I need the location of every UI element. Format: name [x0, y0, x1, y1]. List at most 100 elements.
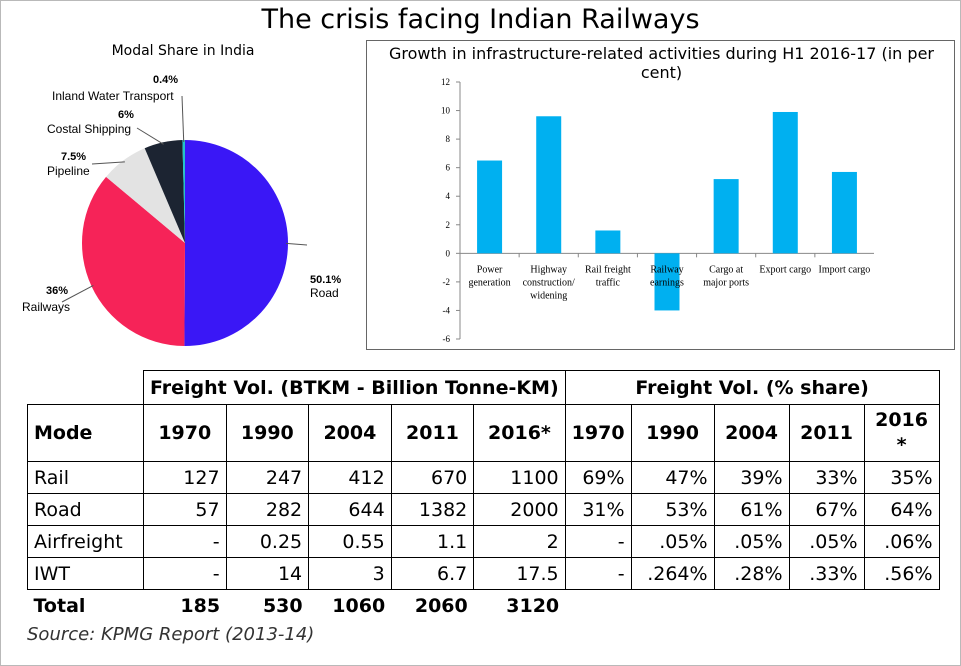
- y-tick-label: 10: [441, 106, 451, 116]
- x-category-label: major ports: [703, 277, 749, 288]
- pie-leader-line: [91, 161, 125, 165]
- table-cell: 64%: [863, 493, 940, 526]
- table-cell: .05%: [630, 525, 715, 558]
- table-column-header-row: Mode 1970 1990 2004 2011 2016* 1970 1990…: [27, 404, 940, 462]
- x-category-label: widening: [530, 290, 567, 301]
- table-cell: 2060: [414, 594, 468, 617]
- table-cell: 1100: [473, 461, 566, 494]
- pie-pct-label: 36%: [46, 285, 68, 297]
- table-cell: -: [564, 525, 632, 558]
- source-note: Source: KPMG Report (2013-14): [27, 624, 315, 645]
- x-category-label: earnings: [650, 277, 684, 288]
- pie-chart-title: Modal Share in India: [111, 43, 255, 59]
- table-cell: -: [143, 525, 227, 558]
- table-cell: 33%: [788, 461, 865, 494]
- bar-chart: -6 -4 -2 0 2 4 6 8 10 12 Power generation Highway con…: [441, 77, 874, 344]
- table-cell: 47%: [630, 461, 715, 494]
- y-tick-label: -6: [443, 334, 451, 344]
- x-category-label: Highway: [530, 264, 567, 275]
- table-cell: 67%: [788, 493, 865, 526]
- bar: [654, 253, 680, 311]
- y-tick-label: 12: [441, 77, 450, 87]
- y-tick-label: -4: [443, 305, 451, 315]
- pie-leader-line: [61, 284, 94, 303]
- pie-slice: [184, 140, 289, 346]
- y-tick-label: 8: [446, 134, 451, 144]
- table-cell: Rail: [27, 461, 144, 494]
- table-cell: Road: [27, 493, 144, 526]
- column-header-mode: Mode: [27, 404, 144, 462]
- table-cell: .33%: [788, 557, 865, 590]
- pie-name-label: Costal Shipping: [47, 122, 131, 136]
- table-cell: .264%: [630, 557, 715, 590]
- pie-name-label: Railways: [22, 300, 70, 314]
- table-cell: 412: [308, 461, 392, 494]
- table-cell: 2: [473, 525, 566, 558]
- y-tick-label: 0: [446, 248, 451, 258]
- table-cell: 39%: [713, 461, 790, 494]
- pie-slice: [106, 148, 185, 243]
- table-cell: .06%: [863, 525, 940, 558]
- table-cell: 185: [180, 594, 221, 617]
- pie-pct-label: 7.5%: [61, 151, 86, 163]
- table-corner-cell: [28, 371, 144, 405]
- table-cell: 3: [308, 557, 392, 590]
- pie-name-label: Pipeline: [47, 164, 90, 178]
- table-cell: -: [143, 557, 227, 590]
- pie-slice: [82, 176, 185, 346]
- column-header: 2016*: [473, 404, 566, 462]
- table-total-empty: [565, 590, 939, 622]
- table-row: Rail 127 247 412 670 1100 69% 47% 39% 33…: [27, 461, 940, 494]
- bar-chart-panel: Growth in infrastructure-related activit…: [366, 40, 955, 350]
- table-cell: 1382: [390, 493, 475, 526]
- pie-leader-line: [181, 95, 185, 143]
- x-category-label: traffic: [596, 277, 621, 288]
- column-header: 2016 *: [863, 404, 940, 462]
- table-total-row: Total 185 530 1060 2060 3120: [28, 590, 940, 622]
- freight-table: Freight Vol. (BTKM - Billion Tonne-KM) F…: [27, 370, 940, 621]
- x-category-label: Power: [477, 264, 503, 275]
- column-header: 2004: [713, 404, 790, 462]
- table-cell: 247: [225, 461, 310, 494]
- column-header: 2004: [308, 404, 392, 462]
- table-cell: 53%: [630, 493, 715, 526]
- table-cell: Total: [33, 594, 86, 617]
- pie-leader-line: [285, 242, 308, 246]
- table-cell: 3120: [506, 594, 560, 617]
- table-cell: 6.7: [390, 557, 475, 590]
- table-cell: 1060: [332, 594, 386, 617]
- x-category-label: Cargo at: [709, 264, 743, 275]
- bar: [713, 179, 739, 254]
- table-cell: 282: [225, 493, 310, 526]
- bar: [536, 116, 562, 254]
- table-cell: 14: [225, 557, 310, 590]
- table-group-header-row: Freight Vol. (BTKM - Billion Tonne-KM) F…: [28, 370, 940, 405]
- pie-chart-panel: Modal Share in India 50.1% Road 36% Railway…: [2, 40, 364, 350]
- table-cell: .28%: [713, 557, 790, 590]
- bar: [477, 160, 503, 254]
- table-cell: 61%: [713, 493, 790, 526]
- table-cell: 1.1: [390, 525, 475, 558]
- bar: [772, 111, 798, 254]
- group-header-share: Freight Vol. (% share): [564, 370, 940, 405]
- x-category-label: Import cargo: [819, 264, 871, 275]
- table-row: IWT - 14 3 6.7 17.5 - .264% .28% .33% .5…: [27, 557, 940, 590]
- x-category-label: Railway: [650, 264, 683, 275]
- table-cell: Airfreight: [27, 525, 144, 558]
- table-row: Road 57 282 644 1382 2000 31% 53% 61% 67…: [27, 493, 940, 526]
- column-header: 1990: [630, 404, 715, 462]
- pie-slice: [144, 140, 185, 243]
- column-header: 1970: [564, 404, 632, 462]
- y-tick-label: 6: [446, 163, 451, 173]
- table-cell: -: [564, 557, 632, 590]
- table-cell: .05%: [788, 525, 865, 558]
- table-cell: 127: [143, 461, 227, 494]
- table-cell: 0.55: [308, 525, 392, 558]
- table-cell: 530: [262, 594, 303, 617]
- pie-leader-line: [136, 127, 164, 145]
- bar: [595, 230, 621, 254]
- table-cell: 69%: [564, 461, 632, 494]
- page-title: The crisis facing Indian Railways: [261, 4, 700, 35]
- table-cell: 670: [390, 461, 475, 494]
- pie-name-label: Inland Water Transport: [52, 89, 174, 103]
